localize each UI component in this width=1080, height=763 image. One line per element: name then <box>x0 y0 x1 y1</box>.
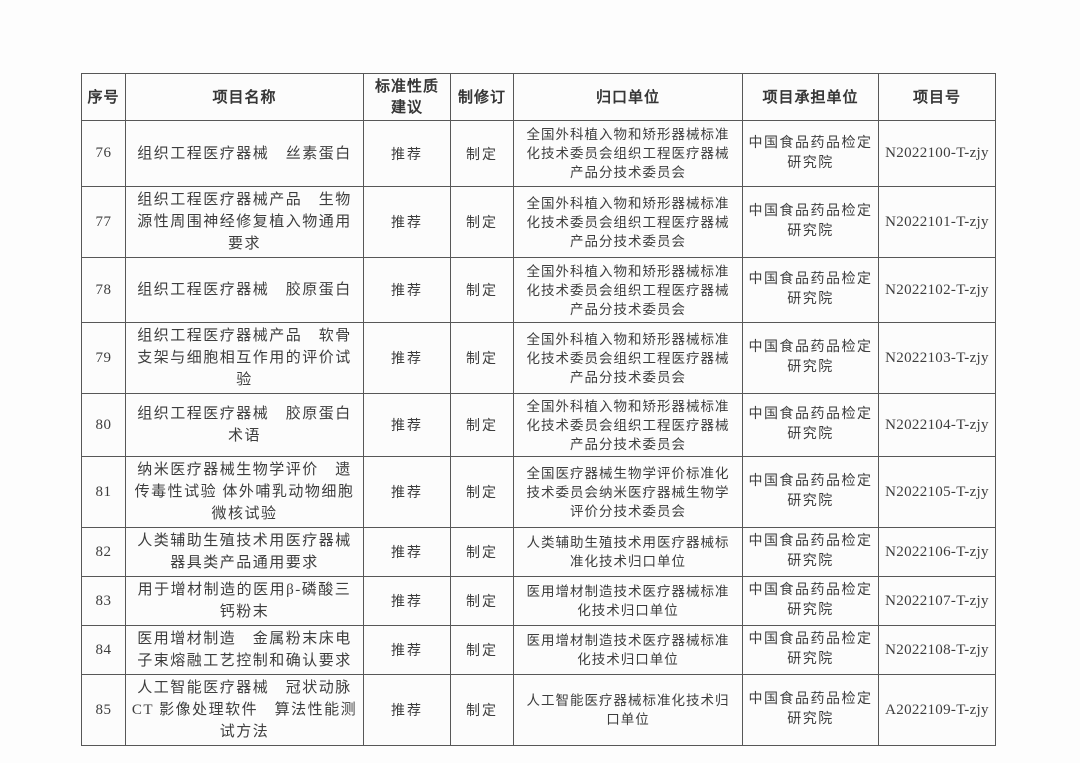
cell-standard-nature: 推荐 <box>363 322 451 394</box>
cell-responsible-unit: 全国外科植入物和矫形器械标准化技术委员会组织工程医疗器械产品分技术委员会 <box>513 120 743 187</box>
standards-project-table: 序号 项目名称 标准性质建议 制修订 归口单位 项目承担单位 项目号 76 组织工… <box>81 73 996 746</box>
cell-project-code: N2022106-T-zjy <box>878 527 996 577</box>
table-row: 82 人类辅助生殖技术用医疗器械 器具类产品通用要求 推荐 制定 人类辅助生殖技术用医疗… <box>81 527 996 577</box>
cell-undertaking-unit: 中国食品药品检定研究院 <box>742 527 879 577</box>
cell-index: 78 <box>81 257 126 323</box>
cell-undertaking-unit: 中国食品药品检定研究院 <box>742 120 879 187</box>
cell-project-code: N2022103-T-zjy <box>878 322 996 394</box>
cell-responsible-unit: 全国外科植入物和矫形器械标准化技术委员会组织工程医疗器械产品分技术委员会 <box>513 186 743 258</box>
cell-undertaking-unit: 中国食品药品检定研究院 <box>742 456 879 528</box>
cell-project-code: A2022109-T-zjy <box>878 674 996 746</box>
col-header-responsible-unit: 归口单位 <box>513 73 743 121</box>
cell-revision-type: 制定 <box>450 674 514 746</box>
col-header-undertaking-unit: 项目承担单位 <box>742 73 879 121</box>
cell-project-code: N2022105-T-zjy <box>878 456 996 528</box>
cell-project-code: N2022102-T-zjy <box>878 257 996 323</box>
cell-index: 79 <box>81 322 126 394</box>
col-header-standard-nature: 标准性质建议 <box>363 73 451 121</box>
cell-standard-nature: 推荐 <box>363 393 451 457</box>
cell-responsible-unit: 全国外科植入物和矫形器械标准化技术委员会组织工程医疗器械产品分技术委员会 <box>513 322 743 394</box>
cell-project-code: N2022107-T-zjy <box>878 576 996 626</box>
table-header-row: 序号 项目名称 标准性质建议 制修订 归口单位 项目承担单位 项目号 <box>81 73 996 121</box>
cell-undertaking-unit: 中国食品药品检定研究院 <box>742 393 879 457</box>
cell-index: 80 <box>81 393 126 457</box>
cell-index: 83 <box>81 576 126 626</box>
cell-revision-type: 制定 <box>450 322 514 394</box>
cell-project-code: N2022104-T-zjy <box>878 393 996 457</box>
cell-responsible-unit: 医用增材制造技术医疗器械标准化技术归口单位 <box>513 576 743 626</box>
cell-revision-type: 制定 <box>450 186 514 258</box>
cell-project-name: 组织工程医疗器械 丝素蛋白 <box>125 120 364 187</box>
cell-project-code: N2022101-T-zjy <box>878 186 996 258</box>
table-row: 79 组织工程医疗器械产品 软骨支架与细胞相互作用的评价试验 推荐 制定 全国外科植入物… <box>81 322 996 394</box>
cell-responsible-unit: 全国外科植入物和矫形器械标准化技术委员会组织工程医疗器械产品分技术委员会 <box>513 393 743 457</box>
cell-standard-nature: 推荐 <box>363 625 451 675</box>
cell-project-name: 组织工程医疗器械产品 软骨支架与细胞相互作用的评价试验 <box>125 322 364 394</box>
cell-revision-type: 制定 <box>450 625 514 675</box>
cell-revision-type: 制定 <box>450 527 514 577</box>
col-header-revision-type: 制修订 <box>450 73 514 121</box>
cell-responsible-unit: 全国医疗器械生物学评价标准化技术委员会纳米医疗器械生物学评价分技术委员会 <box>513 456 743 528</box>
table-row: 78 组织工程医疗器械 胶原蛋白 推荐 制定 全国外科植入物和矫形器械标准化技术委员会组… <box>81 257 996 323</box>
cell-index: 77 <box>81 186 126 258</box>
cell-project-name: 组织工程医疗器械 胶原蛋白 <box>125 257 364 323</box>
cell-revision-type: 制定 <box>450 257 514 323</box>
cell-undertaking-unit: 中国食品药品检定研究院 <box>742 257 879 323</box>
cell-undertaking-unit: 中国食品药品检定研究院 <box>742 674 879 746</box>
cell-index: 81 <box>81 456 126 528</box>
table-row: 77 组织工程医疗器械产品 生物源性周围神经修复植入物通用要求 推荐 制定 全国外科植入… <box>81 186 996 258</box>
cell-revision-type: 制定 <box>450 393 514 457</box>
table-row: 84 医用增材制造 金属粉末床电子束熔融工艺控制和确认要求 推荐 制定 医用增材制造技术… <box>81 625 996 675</box>
cell-undertaking-unit: 中国食品药品检定研究院 <box>742 576 879 626</box>
cell-project-name: 组织工程医疗器械 胶原蛋白 术语 <box>125 393 364 457</box>
cell-standard-nature: 推荐 <box>363 120 451 187</box>
table-row: 81 纳米医疗器械生物学评价 遗传毒性试验 体外哺乳动物细胞微核试验 推荐 制定 全国医… <box>81 456 996 528</box>
table-row: 85 人工智能医疗器械 冠状动脉 CT 影像处理软件 算法性能测试方法 推荐 制定 人工… <box>81 674 996 746</box>
cell-undertaking-unit: 中国食品药品检定研究院 <box>742 186 879 258</box>
cell-responsible-unit: 医用增材制造技术医疗器械标准化技术归口单位 <box>513 625 743 675</box>
cell-revision-type: 制定 <box>450 456 514 528</box>
cell-project-name: 人类辅助生殖技术用医疗器械 器具类产品通用要求 <box>125 527 364 577</box>
cell-standard-nature: 推荐 <box>363 576 451 626</box>
table-body: 76 组织工程医疗器械 丝素蛋白 推荐 制定 全国外科植入物和矫形器械标准化技术委员会组… <box>81 120 996 746</box>
cell-standard-nature: 推荐 <box>363 257 451 323</box>
cell-project-name: 医用增材制造 金属粉末床电子束熔融工艺控制和确认要求 <box>125 625 364 675</box>
col-header-index: 序号 <box>81 73 126 121</box>
cell-revision-type: 制定 <box>450 120 514 187</box>
cell-project-name: 组织工程医疗器械产品 生物源性周围神经修复植入物通用要求 <box>125 186 364 258</box>
table-row: 83 用于增材制造的医用β-磷酸三钙粉末 推荐 制定 医用增材制造技术医疗器械标准化技术… <box>81 576 996 626</box>
cell-revision-type: 制定 <box>450 576 514 626</box>
cell-standard-nature: 推荐 <box>363 456 451 528</box>
cell-standard-nature: 推荐 <box>363 527 451 577</box>
cell-responsible-unit: 人工智能医疗器械标准化技术归口单位 <box>513 674 743 746</box>
cell-project-name: 人工智能医疗器械 冠状动脉 CT 影像处理软件 算法性能测试方法 <box>125 674 364 746</box>
cell-responsible-unit: 全国外科植入物和矫形器械标准化技术委员会组织工程医疗器械产品分技术委员会 <box>513 257 743 323</box>
col-header-project-name: 项目名称 <box>125 73 364 121</box>
cell-project-name: 用于增材制造的医用β-磷酸三钙粉末 <box>125 576 364 626</box>
cell-index: 82 <box>81 527 126 577</box>
table-row: 76 组织工程医疗器械 丝素蛋白 推荐 制定 全国外科植入物和矫形器械标准化技术委员会组… <box>81 120 996 187</box>
cell-project-name: 纳米医疗器械生物学评价 遗传毒性试验 体外哺乳动物细胞微核试验 <box>125 456 364 528</box>
cell-project-code: N2022108-T-zjy <box>878 625 996 675</box>
col-header-project-code: 项目号 <box>878 73 996 121</box>
cell-undertaking-unit: 中国食品药品检定研究院 <box>742 625 879 675</box>
cell-project-code: N2022100-T-zjy <box>878 120 996 187</box>
cell-index: 84 <box>81 625 126 675</box>
cell-standard-nature: 推荐 <box>363 186 451 258</box>
cell-responsible-unit: 人类辅助生殖技术用医疗器械标准化技术归口单位 <box>513 527 743 577</box>
cell-undertaking-unit: 中国食品药品检定研究院 <box>742 322 879 394</box>
cell-index: 85 <box>81 674 126 746</box>
cell-standard-nature: 推荐 <box>363 674 451 746</box>
table-row: 80 组织工程医疗器械 胶原蛋白 术语 推荐 制定 全国外科植入物和矫形器械标准化技术委… <box>81 393 996 457</box>
cell-index: 76 <box>81 120 126 187</box>
